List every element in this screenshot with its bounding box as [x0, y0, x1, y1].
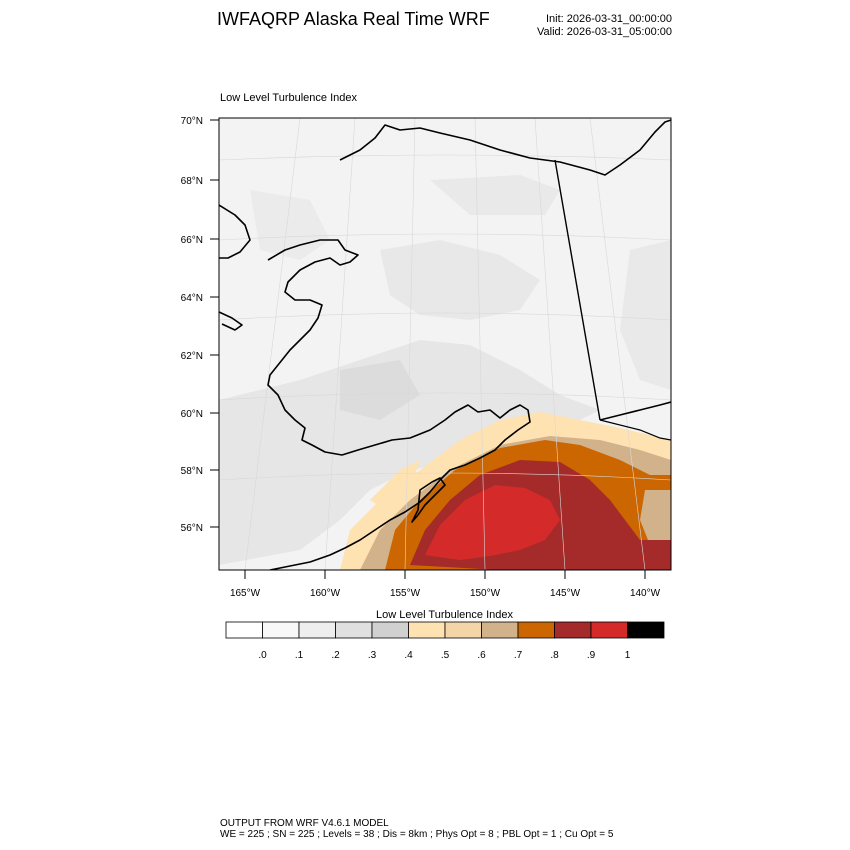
colorbar-tick-label: .6	[477, 650, 486, 661]
colorbar-box	[335, 621, 373, 639]
lat-label-68: 68°N	[181, 176, 203, 187]
colorbar-box	[590, 621, 628, 639]
map-field	[219, 118, 671, 570]
lon-label-160: 160°W	[310, 588, 341, 599]
lat-axis: 70°N 68°N 66°N 64°N 62°N 60°N 58°N 56°N	[181, 116, 219, 534]
southeast-border	[599, 419, 671, 441]
lon-label-140: 140°W	[630, 588, 661, 599]
lon-label-165: 165°W	[230, 588, 261, 599]
colorbar-tick-label: .5	[440, 650, 450, 661]
lon-label-150: 150°W	[470, 588, 501, 599]
lat-label-58: 58°N	[181, 466, 203, 477]
lat-label-66: 66°N	[181, 235, 203, 246]
red-core-zone	[425, 485, 560, 560]
colorbar-box	[408, 621, 446, 639]
coastline	[219, 119, 671, 570]
graticule	[219, 118, 671, 570]
gray-region-south	[219, 340, 600, 565]
colorbar-tick-label: .3	[367, 650, 377, 661]
gray-region-brooks	[430, 175, 560, 215]
colorbar-box	[517, 621, 555, 639]
colorbar-tick-label: .0	[258, 650, 267, 661]
colorbar-tick-label: .8	[550, 650, 559, 661]
colorbar-tick-label: .1	[294, 650, 304, 661]
valid-time: Valid: 2026-03-31_05:00:00	[537, 26, 672, 38]
colorbar-box	[298, 621, 336, 639]
lon-axis: 165°W 160°W 155°W 150°W 145°W 140°W	[230, 570, 661, 599]
colorbar-box	[554, 621, 592, 639]
lat-label-62: 62°N	[181, 351, 203, 362]
colorbar-box	[262, 621, 300, 639]
lon-label-145: 145°W	[550, 588, 581, 599]
footer-config: WE = 225 ; SN = 225 ; Levels = 38 ; Dis …	[220, 829, 614, 840]
colorbar-box	[371, 621, 409, 639]
peach-speckle	[370, 460, 420, 510]
lon-label-155: 155°W	[390, 588, 421, 599]
colorbar-box	[444, 621, 482, 639]
colorbar-title: Low Level Turbulence Index	[376, 609, 513, 621]
lat-label-64: 64°N	[181, 293, 203, 304]
colorbar	[225, 621, 665, 639]
plot-title: Low Level Turbulence Index	[220, 92, 357, 104]
lat-label-56: 56°N	[181, 523, 203, 534]
colorbar-box	[627, 621, 665, 639]
lat-label-70: 70°N	[181, 116, 203, 127]
colorbar-tick-label: .4	[404, 650, 413, 661]
footer-model: OUTPUT FROM WRF V4.6.1 MODEL	[220, 818, 389, 829]
init-time: Init: 2026-03-31_00:00:00	[546, 13, 672, 25]
colorbar-box	[225, 621, 263, 639]
colorbar-tick-label: 1	[624, 650, 631, 661]
map-frame	[218, 117, 672, 571]
lat-label-60: 60°N	[181, 409, 203, 420]
colorbar-tick-label: .2	[331, 650, 340, 661]
colorbar-tick-label: .9	[586, 650, 596, 661]
us-canada-border	[554, 159, 601, 421]
gray-region-east	[620, 240, 671, 390]
colorbar-tick-label: .7	[513, 650, 523, 661]
darker-gray-region	[340, 360, 420, 420]
main-title: IWFAQRP Alaska Real Time WRF	[217, 9, 490, 29]
gray-region-interior	[380, 240, 540, 320]
colorbar-box	[481, 621, 519, 639]
